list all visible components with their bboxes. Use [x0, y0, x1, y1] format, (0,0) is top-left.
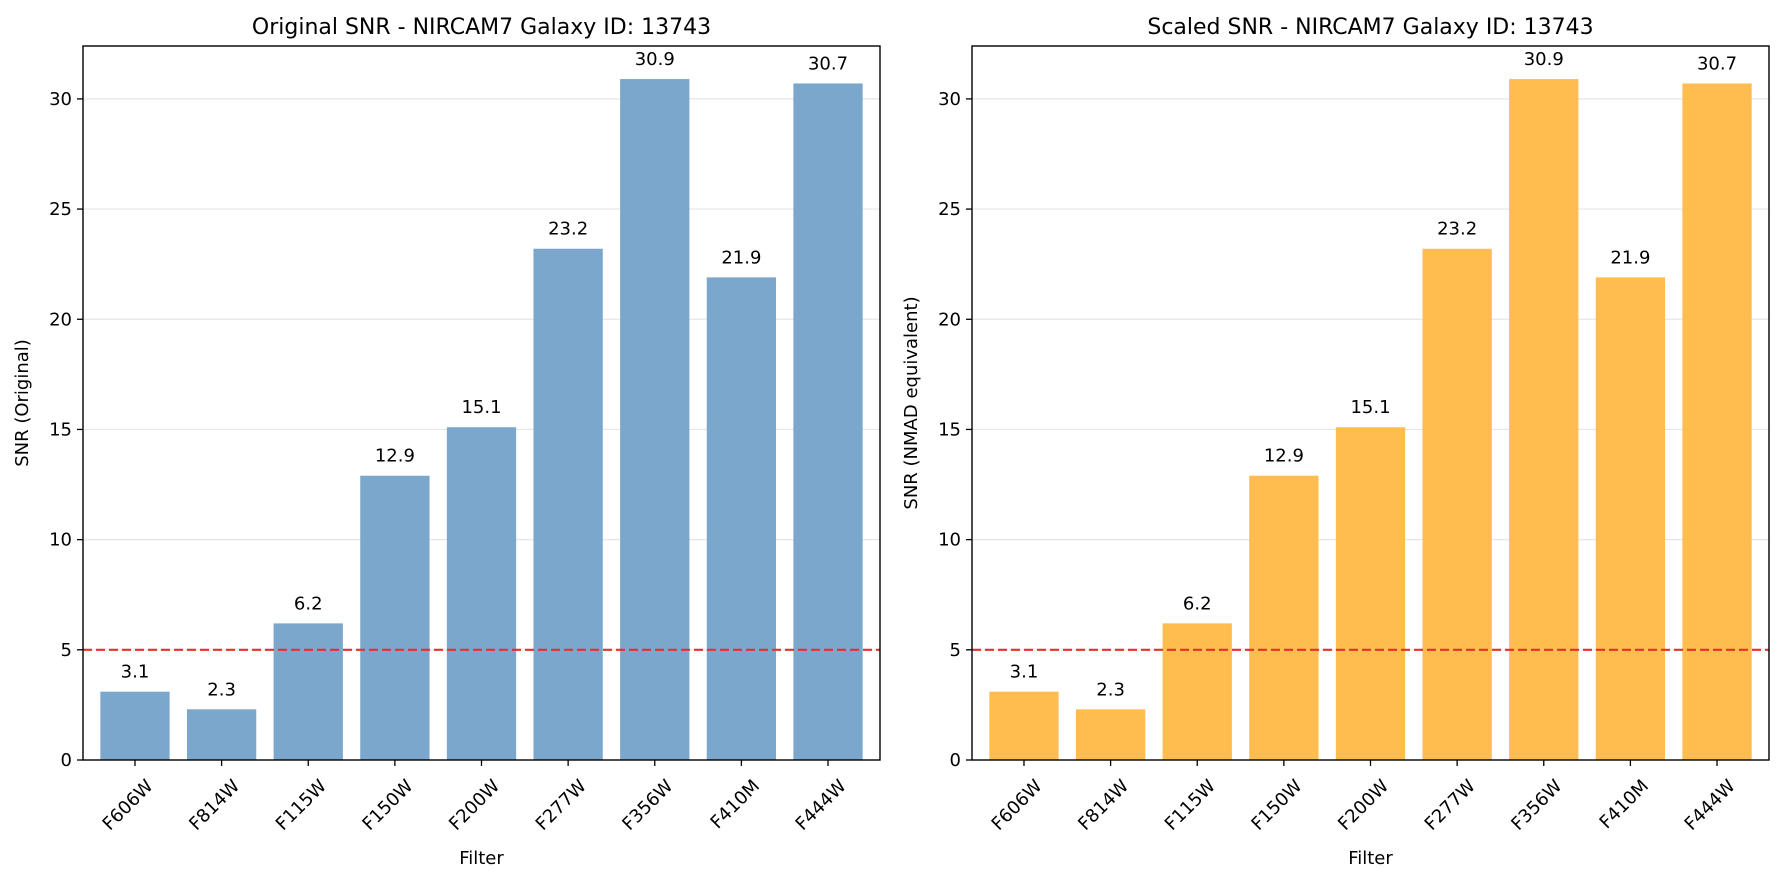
bar-f410m: [1595, 277, 1666, 760]
data-label: 30.9: [1524, 49, 1564, 70]
y-tick-label: 15: [49, 419, 72, 440]
y-tick-label: 5: [61, 640, 72, 661]
x-tick-label: F277W: [532, 776, 591, 835]
bar-f277w: [533, 248, 603, 761]
chart-title: Scaled SNR - NIRCAM7 Galaxy ID: 13743: [1147, 15, 1593, 40]
y-tick-label: 10: [938, 530, 961, 551]
data-label: 15.1: [461, 397, 501, 418]
data-label: 6.2: [294, 593, 323, 614]
x-tick-label: F814W: [185, 776, 244, 835]
bar-f410m: [706, 277, 777, 760]
data-label: 2.3: [1096, 679, 1125, 700]
x-tick-label: F115W: [272, 776, 331, 835]
x-tick-label: F444W: [1681, 776, 1740, 835]
y-tick-label: 30: [938, 89, 961, 110]
y-tick-label: 0: [61, 750, 72, 771]
x-tick-label: F444W: [792, 776, 851, 835]
y-tick-label: 5: [950, 640, 961, 661]
x-tick-label: F150W: [358, 776, 417, 835]
x-tick-label: F606W: [988, 776, 1047, 835]
chart-title: Original SNR - NIRCAM7 Galaxy ID: 13743: [252, 15, 711, 40]
bar-f606w: [100, 691, 170, 760]
bar-f200w: [446, 427, 517, 760]
y-tick-label: 20: [938, 309, 961, 330]
bar-f150w: [360, 475, 430, 760]
data-label: 12.9: [1264, 446, 1304, 467]
bar-f200w: [1335, 427, 1406, 760]
data-label: 30.7: [1697, 53, 1737, 74]
bar-f150w: [1249, 475, 1319, 760]
x-tick-label: F150W: [1247, 776, 1306, 835]
x-tick-label: F410M: [707, 776, 764, 833]
bar-f444w: [1682, 83, 1752, 761]
data-label: 3.1: [1010, 662, 1039, 683]
y-tick-label: 30: [49, 89, 72, 110]
y-tick-label: 20: [49, 309, 72, 330]
data-label: 2.3: [207, 679, 236, 700]
y-axis-label: SNR (NMAD equivalent): [901, 296, 922, 509]
data-label: 15.1: [1350, 397, 1390, 418]
y-tick-label: 15: [938, 419, 961, 440]
data-label: 30.9: [635, 49, 675, 70]
data-label: 12.9: [375, 446, 415, 467]
bar-f277w: [1422, 248, 1492, 761]
data-label: 6.2: [1183, 593, 1212, 614]
bar-f444w: [793, 83, 863, 761]
bar-f606w: [989, 691, 1059, 760]
x-axis-label: Filter: [459, 848, 504, 869]
x-tick-label: F410M: [1596, 776, 1653, 833]
data-label: 23.2: [548, 219, 588, 240]
y-tick-label: 0: [950, 750, 961, 771]
y-tick-label: 25: [49, 199, 72, 220]
x-tick-label: F356W: [618, 776, 677, 835]
bar-f814w: [186, 709, 257, 760]
x-axis-label: Filter: [1348, 848, 1393, 869]
y-tick-label: 10: [49, 530, 72, 551]
data-label: 30.7: [808, 53, 848, 74]
bar-f115w: [1162, 623, 1232, 760]
bar-f814w: [1075, 709, 1146, 760]
x-tick-label: F200W: [1334, 776, 1393, 835]
data-label: 23.2: [1437, 219, 1477, 240]
y-tick-label: 25: [938, 199, 961, 220]
x-tick-label: F814W: [1074, 776, 1133, 835]
bar-f356w: [1509, 79, 1579, 761]
bar-f115w: [273, 623, 343, 760]
x-tick-label: F356W: [1507, 776, 1566, 835]
y-axis-label: SNR (Original): [12, 339, 33, 467]
chart-panel-1: 3.1 2.3 6.2 12.9 15.1 23.2 30.9 21.9 30.7 0 5 10 15 2…: [12, 15, 881, 869]
x-tick-label: F115W: [1161, 776, 1220, 835]
data-label: 3.1: [121, 662, 150, 683]
bar-f356w: [620, 79, 690, 761]
data-label: 21.9: [1610, 247, 1650, 268]
data-label: 21.9: [721, 247, 761, 268]
x-tick-label: F200W: [445, 776, 504, 835]
x-tick-label: F277W: [1421, 776, 1480, 835]
chart-panel-2: 3.1 2.3 6.2 12.9 15.1 23.2 30.9 21.9 30.7 0 5 10 15 2…: [901, 15, 1770, 869]
x-tick-label: F606W: [99, 776, 158, 835]
